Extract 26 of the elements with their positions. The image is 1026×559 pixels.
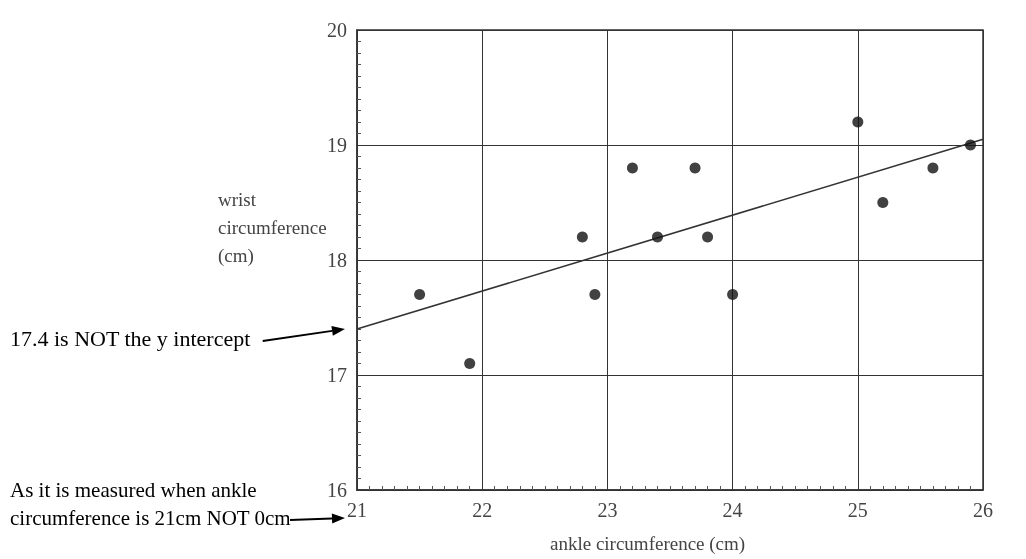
point bbox=[589, 289, 601, 300]
point bbox=[626, 162, 638, 174]
y-tick-label: 16 bbox=[327, 479, 347, 501]
x-tick-label: 24 bbox=[722, 499, 743, 521]
y-tick-label: 19 bbox=[327, 134, 347, 156]
x-tick-label: 22 bbox=[472, 499, 493, 521]
point bbox=[576, 231, 588, 243]
x-tick-label: 21 bbox=[347, 499, 367, 521]
x-tick-label: 26 bbox=[973, 499, 993, 521]
point bbox=[927, 162, 939, 174]
point bbox=[727, 289, 739, 300]
point bbox=[702, 231, 714, 243]
text: 17.4 is NOT the y intercept bbox=[10, 325, 251, 351]
point bbox=[464, 358, 476, 369]
point bbox=[964, 139, 976, 151]
y-tick-label: 20 bbox=[327, 19, 347, 41]
y-tick-label: 17 bbox=[327, 364, 347, 386]
x-tick-label: 23 bbox=[597, 499, 618, 521]
point bbox=[414, 289, 426, 300]
text: As it is measured when ankle circumference is 21cm NOT 0cm bbox=[10, 478, 291, 530]
point bbox=[852, 116, 864, 128]
point bbox=[877, 197, 889, 208]
x-tick-label: 25 bbox=[847, 499, 868, 521]
point bbox=[651, 231, 663, 243]
point bbox=[689, 162, 701, 174]
x-axis-title: ankle circumference (cm) bbox=[550, 533, 746, 555]
